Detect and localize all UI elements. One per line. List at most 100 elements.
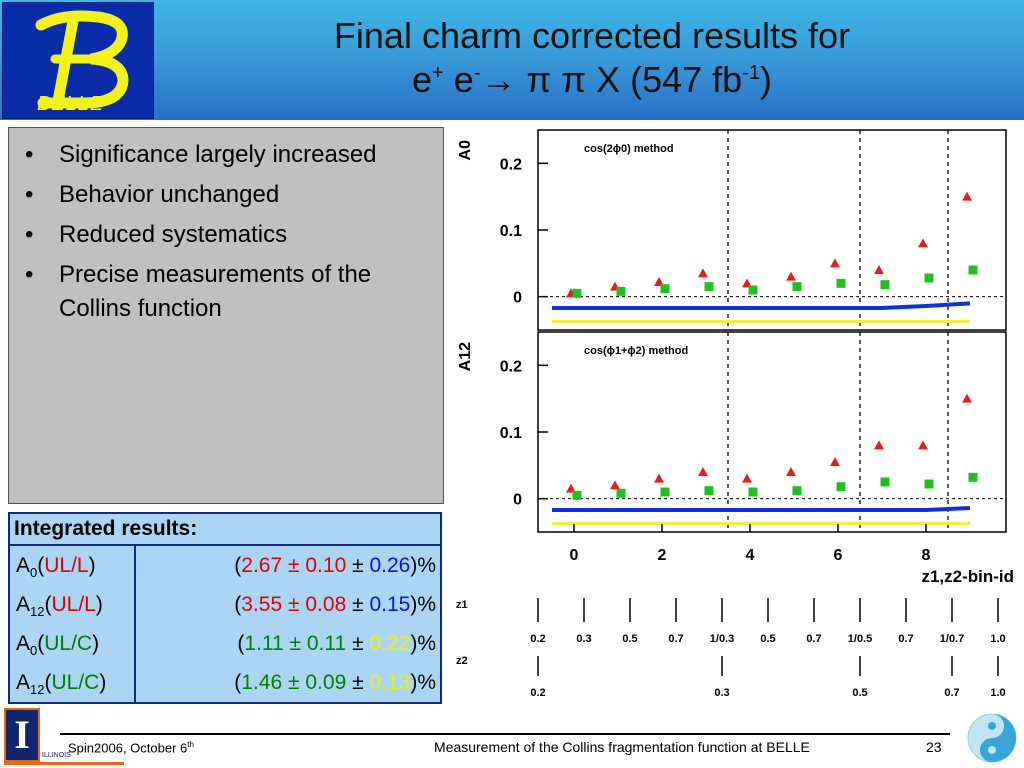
title-line-1: Final charm corrected results for <box>333 15 851 56</box>
z1-tick-label: 1/0.5 <box>848 633 872 645</box>
data-point-ul-l <box>610 480 620 490</box>
data-point-ul-l <box>918 238 928 248</box>
row-value: (1.46 ± 0.09 ± 0.13)% <box>234 671 436 694</box>
data-point-ul-c <box>660 487 670 497</box>
uiuc-logo-text: ILLINOIS <box>42 752 71 759</box>
data-point-ul-l <box>698 467 708 476</box>
data-point-ul-c <box>968 472 978 482</box>
results-table: Integrated results: A0(UL/L) (2.67 ± 0.1… <box>8 512 442 704</box>
systematic-band-blue <box>552 301 971 310</box>
data-point-ul-c <box>792 486 802 496</box>
table-header: Integrated results: <box>10 514 440 546</box>
x-axis-label: z1,z2-bin-id <box>921 567 1014 586</box>
z1-tick-label: 1/0.3 <box>710 633 734 645</box>
data-point-ul-c <box>572 490 582 500</box>
data-point-ul-c <box>880 280 890 290</box>
asymmetry-plot-svg: A0 0 0.1 0.2 cos(2ϕ0) method A12 0 0.1 0.2 cos(ϕ1… <box>456 129 1014 699</box>
bullet-item: • Significance largely increased <box>23 138 433 172</box>
bullet-item: • Precise measurements of the Collins fun… <box>23 258 433 326</box>
row-value: (2.67 ± 0.10 ± 0.26)% <box>234 554 436 577</box>
slide-title: Final charm corrected results for e+ e-→… <box>160 14 1024 102</box>
data-point-ul-l <box>786 467 796 476</box>
method-label: cos(2ϕ0) method <box>584 143 674 155</box>
row-label: A12(UL/C) <box>16 671 107 698</box>
data-point-ul-l <box>874 265 884 274</box>
z1-tick-label: 0.7 <box>668 633 683 645</box>
method-label: cos(ϕ1+ϕ2) method <box>584 345 688 357</box>
bullet-dot-icon: • <box>25 181 34 208</box>
data-point-ul-c <box>880 477 890 487</box>
y-axis-label: A12 <box>457 342 474 371</box>
data-point-ul-c <box>616 488 626 498</box>
y-tick-label: 0 <box>513 492 522 509</box>
data-point-ul-l <box>830 457 840 466</box>
z2-tick-label: 0.3 <box>714 687 729 699</box>
data-point-ul-l <box>742 473 752 483</box>
spin-logo-icon <box>967 713 1017 763</box>
z2-tick-label: 1.0 <box>990 687 1005 699</box>
row-label: A0(UL/C) <box>16 632 100 659</box>
bullet-dot-icon: • <box>25 221 34 248</box>
y-tick-label: 0 <box>513 290 522 307</box>
plot-frame <box>537 331 1007 533</box>
z2-label: z2 <box>456 655 468 667</box>
title-line-2: e+ e-→ π π X (547 fb-1) <box>412 59 772 100</box>
belle-logo: BELLE <box>2 2 154 119</box>
data-point-ul-l <box>962 191 972 201</box>
z1-tick-label: 1/0.7 <box>940 633 964 645</box>
x-tick-label: 6 <box>834 547 843 564</box>
data-point-ul-c <box>836 482 846 492</box>
data-point-ul-c <box>968 265 978 275</box>
footer-conference: Spin2006, October 6th <box>68 740 194 756</box>
data-point-ul-c <box>704 486 714 496</box>
table-row: A12(UL/L) (3.55 ± 0.08 ± 0.15)% <box>10 585 440 624</box>
z1-tick-label: 1.0 <box>990 633 1005 645</box>
row-label: A0(UL/L) <box>16 554 96 581</box>
z1-label: z1 <box>456 599 468 611</box>
y-tick-label: 0.2 <box>500 358 522 375</box>
footer-accent-bar <box>4 762 124 765</box>
belle-logo-text: BELLE <box>37 93 105 115</box>
z1-tick-label: 0.7 <box>898 633 913 645</box>
y-tick-label: 0.1 <box>500 425 522 442</box>
row-value: (1.11 ± 0.11 ± 0.22)% <box>237 632 436 655</box>
footer-talk-title: Measurement of the Collins fragmentation… <box>434 739 810 755</box>
row-label: A12(UL/L) <box>16 593 103 620</box>
y-axis-label: A0 <box>457 140 474 161</box>
bullet-list: • Significance largely increased • Behavio… <box>9 128 443 326</box>
z1-tick-label: 0.3 <box>576 633 591 645</box>
row-value: (3.55 ± 0.08 ± 0.15)% <box>234 593 436 616</box>
data-point-ul-l <box>874 440 884 450</box>
data-point-ul-l <box>786 271 796 281</box>
asymmetry-plot: A0 0 0.1 0.2 cos(2ϕ0) method A12 0 0.1 0.2 cos(ϕ1… <box>450 124 1024 706</box>
page-number: 23 <box>926 739 942 755</box>
data-point-ul-c <box>748 487 758 497</box>
y-tick-label: 0.2 <box>500 156 522 173</box>
data-point-ul-c <box>792 282 802 292</box>
arrow-icon: → <box>480 59 517 100</box>
data-point-ul-c <box>924 479 934 489</box>
footer-divider <box>60 733 950 735</box>
data-point-ul-c <box>748 285 758 295</box>
z1-tick-label: 0.5 <box>760 633 775 645</box>
z2-tick-label: 0.5 <box>852 687 867 699</box>
data-point-ul-l <box>654 473 664 483</box>
data-point-ul-l <box>830 258 840 268</box>
slide-header: BELLE Final charm corrected results for … <box>0 0 1024 120</box>
data-point-ul-l <box>742 278 752 288</box>
table-row: A12(UL/C) (1.46 ± 0.09 ± 0.13)% <box>10 663 440 702</box>
z1-tick-label: 0.5 <box>622 633 637 645</box>
systematic-band-blue <box>552 506 971 512</box>
table-column-divider <box>134 546 136 702</box>
z2-tick-label: 0.2 <box>530 687 545 699</box>
data-point-ul-c <box>924 273 934 283</box>
plot-frame <box>537 129 1007 331</box>
data-point-ul-c <box>704 282 714 292</box>
z2-tick-label: 0.7 <box>944 687 959 699</box>
y-tick-label: 0.1 <box>500 223 522 240</box>
x-tick-label: 0 <box>570 547 579 564</box>
z1-tick-label: 0.2 <box>530 633 545 645</box>
x-tick-label: 4 <box>746 547 755 564</box>
bullet-item: • Behavior unchanged <box>23 178 433 212</box>
bullet-dot-icon: • <box>25 261 34 288</box>
